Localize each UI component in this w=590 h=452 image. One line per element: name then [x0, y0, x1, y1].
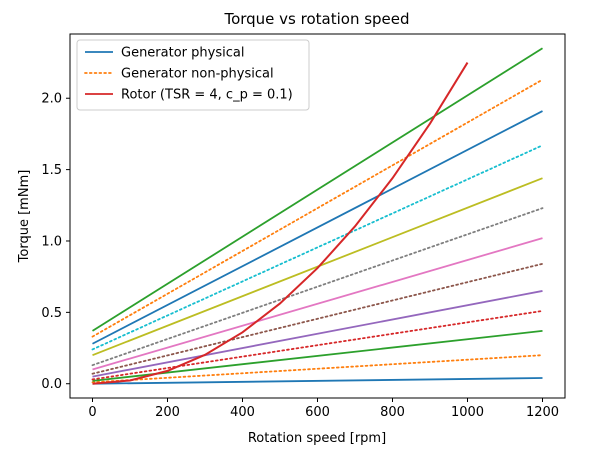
y-tick-label: 0.0: [41, 377, 62, 392]
generator-line-2: [91, 354, 544, 384]
generator-line-12: [91, 78, 544, 338]
x-axis-title: Rotation speed [rpm]: [248, 431, 386, 446]
x-tick-label: 800: [380, 405, 405, 420]
legend-label: Generator physical: [121, 46, 244, 61]
generator-line-6: [91, 262, 544, 375]
plot-lines: [91, 47, 544, 385]
legend-label: Generator non-physical: [121, 67, 274, 82]
generator-line-11: [92, 110, 543, 345]
generator-line-4: [91, 310, 544, 381]
y-axis-title: Torque [mNm]: [17, 170, 32, 264]
x-tick-label: 200: [155, 405, 180, 420]
y-axis: 0.0 0.5 1.0 1.5 2.0: [41, 92, 70, 392]
x-tick-label: 1000: [451, 405, 484, 420]
generator-line-5: [92, 290, 543, 378]
x-tick-label: 1200: [526, 405, 559, 420]
x-axis: 0 200 400 600 800 1000 1200: [88, 398, 559, 420]
legend: Generator physical Generator non-physical…: [76, 39, 310, 111]
generator-line-3: [92, 330, 543, 382]
x-tick-label: 400: [230, 405, 255, 420]
generator-line-1: [92, 377, 543, 385]
generator-line-13: [92, 47, 543, 332]
y-tick-label: 1.5: [41, 163, 62, 178]
y-tick-label: 0.5: [41, 306, 62, 321]
y-tick-label: 1.0: [41, 234, 62, 249]
generator-line-10: [91, 144, 544, 351]
x-tick-label: 600: [305, 405, 330, 420]
y-tick-label: 2.0: [41, 92, 62, 107]
rotor-curve: [92, 62, 469, 385]
x-tick-label: 0: [88, 405, 96, 420]
chart-title: Torque vs rotation speed: [223, 10, 409, 28]
generator-line-7: [92, 237, 543, 371]
legend-label: Rotor (TSR = 4, c_p = 0.1): [121, 88, 293, 103]
generator-line-8: [91, 207, 544, 367]
legend-box: [76, 39, 310, 111]
